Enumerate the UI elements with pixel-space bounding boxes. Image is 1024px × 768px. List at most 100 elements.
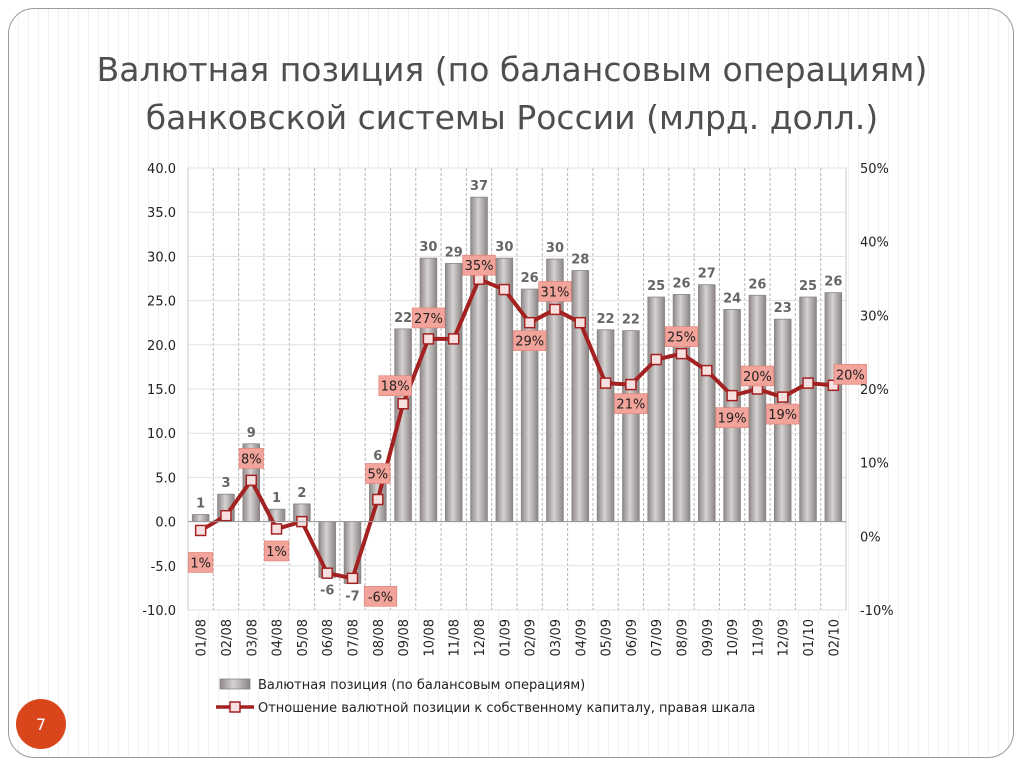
page-number-badge: 7 [16,699,66,749]
title-line-2: банковской системы России (млрд. долл.) [145,98,879,137]
x-axis-tick-label: 05/09 [600,619,615,656]
bar-value-label: 30 [495,240,513,255]
x-axis-tick-label: 10/08 [422,619,437,656]
bar [799,296,817,522]
line-point [220,509,232,522]
x-axis-tick-label: 01/09 [498,619,513,656]
line-point [372,493,384,506]
bar-value-label: 9 [247,426,256,441]
y-axis-tick-label: -5.0 [151,560,176,575]
bar-value-label: 30 [546,241,564,256]
legend: Валютная позиция (по балансовым операция… [216,678,755,716]
y-axis-tick-label: 0.0 [155,516,176,531]
line-value-label-box [513,330,547,352]
line-point [321,567,333,579]
x-axis-tick-label: 06/09 [625,619,640,656]
line-point [675,347,688,360]
bar [596,329,615,523]
line-value-label-box [411,307,446,329]
line-value-label: 19% [718,412,747,427]
bar [419,257,438,523]
legend-line-marker [229,701,241,713]
line-value-label: 25% [667,331,696,346]
bar-value-label: 25 [799,279,817,294]
line-point [726,389,738,402]
line-value-label-box [538,281,572,302]
bar-value-label: 25 [647,279,665,294]
x-axis-tick-label: 12/08 [473,619,488,656]
x-axis-tick-label: 02/10 [827,619,842,656]
bar-value-label: 30 [419,240,437,255]
line-value-label-box [833,364,867,385]
x-axis-tick-label: 03/08 [245,619,260,656]
y-axis-tick-label: 25.0 [147,295,176,310]
line-value-label-box [614,393,648,414]
data-labels: 1 3 9 1 2 -6 -7 6 22 30 29 37 30 26 30 28 22 22 25 26 27 24 26… [188,179,867,607]
line-value-label: 20% [836,368,865,383]
bar [444,263,463,522]
bar-value-label: 28 [571,253,589,268]
y2-axis-tick-label: -10% [860,604,894,619]
slide-title: Валютная позиция (по балансовым операция… [60,46,964,142]
x-axis-tick-label: 12/09 [777,619,792,656]
line-value-label-box [238,448,264,469]
line-point [422,333,435,345]
line-point [473,273,485,285]
y-axis-tick-label: 10.0 [147,427,176,442]
line-point [194,524,207,537]
line-point [574,316,587,329]
y2-axis-tick-label: 50% [860,162,889,177]
line-value-label: 27% [414,312,443,327]
bar-value-label: 22 [597,312,615,327]
line-point [397,397,409,410]
bar-value-label: 29 [445,245,463,260]
bar-value-label: 3 [221,476,230,491]
line-point [650,353,662,366]
line-value-label: 35% [465,259,494,274]
x-axis-tick-label: 02/09 [524,619,539,656]
x-axis-tick-label: 07/08 [347,619,362,656]
bar-value-label: 6 [373,449,382,464]
x-axis-tick-label: 11/09 [751,619,766,656]
line-value-label: 1% [190,556,211,571]
line-value-label: 5% [367,468,388,483]
bar-value-label: 22 [622,313,640,328]
bar-value-label: 1 [272,491,281,506]
x-axis-tick-label: 05/08 [296,619,311,656]
bar-value-label: -6 [320,583,334,598]
bar-value-label: 26 [824,275,842,290]
bar-value-label: 37 [470,179,488,194]
line-point [827,379,840,392]
x-axis-tick-label: 01/10 [802,619,817,656]
title-line-1: Валютная позиция (по балансовым операция… [96,50,928,89]
x-axis-tick-label: 04/09 [574,619,589,656]
bar [622,330,640,523]
bar [748,294,767,522]
y2-axis-tick-label: 0% [860,530,881,545]
bar-value-label: 22 [394,311,412,326]
line-point [701,364,713,377]
x-axis-tick-label: 08/08 [372,619,387,656]
line-point [776,391,789,403]
bar-value-label: 27 [698,267,716,282]
line-point [625,378,637,391]
line-value-label-box [188,552,214,573]
line-value-label: 20% [743,370,772,385]
x-axis-tick-label: 06/08 [321,619,336,656]
x-axis-tick-label: 09/09 [701,619,716,656]
line-value-label-box [766,403,800,425]
line-value-label: 8% [241,452,262,467]
line-value-label: 18% [381,380,410,395]
bar [571,270,590,523]
line-point [447,333,460,345]
line-value-label-box [715,407,749,428]
x-axis-tick-label: 03/09 [549,619,564,656]
x-axis-tick-label: 07/09 [650,619,665,656]
y-axis-tick-label: 40.0 [147,162,176,177]
line-value-label: 29% [515,335,544,350]
line-point [802,377,814,389]
bar [698,284,716,522]
line-point [245,474,258,487]
y-axis-tick-label: 30.0 [147,250,176,265]
y2-axis-tick-label: 40% [860,236,889,251]
